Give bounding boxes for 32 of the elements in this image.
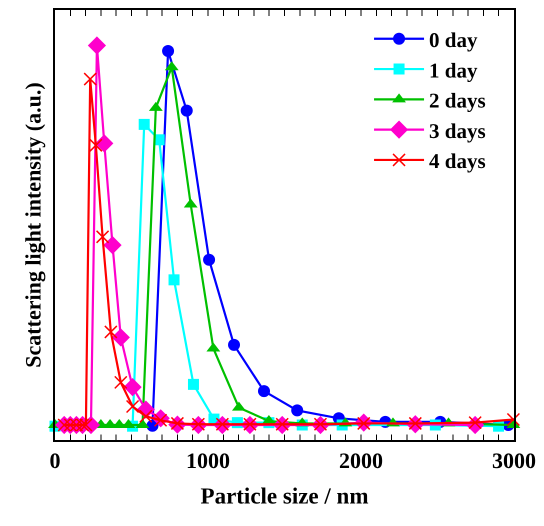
x-axis-title: Particle size / nm [200,483,368,508]
point [114,376,128,390]
x-tick-label: 1000 [186,448,230,474]
point [83,72,97,86]
point [180,104,193,117]
x-tick-label: 2000 [339,448,383,474]
point [123,378,142,396]
point [188,378,199,390]
point [258,385,270,398]
point [96,230,110,244]
point [168,274,180,286]
y-axis-title: Scattering light intensity (a.u.) [20,82,46,368]
point [162,45,174,58]
legend-label: 4 days [429,149,486,174]
legend-label: 2 days [429,88,486,113]
x-tick-label: 3000 [492,448,536,474]
legend-label: 1 day [429,58,478,82]
point [95,134,114,152]
point [104,325,118,339]
point [126,400,140,414]
point [138,118,150,130]
legend-label: 3 days [429,118,486,143]
point [89,138,103,152]
point [203,254,216,266]
x-tick-label: 0 [50,448,60,474]
point [112,328,130,347]
point [88,36,106,55]
point [103,236,122,254]
point [291,404,304,416]
legend-label: 0 day [429,28,478,52]
point [506,412,520,426]
point [228,338,240,351]
